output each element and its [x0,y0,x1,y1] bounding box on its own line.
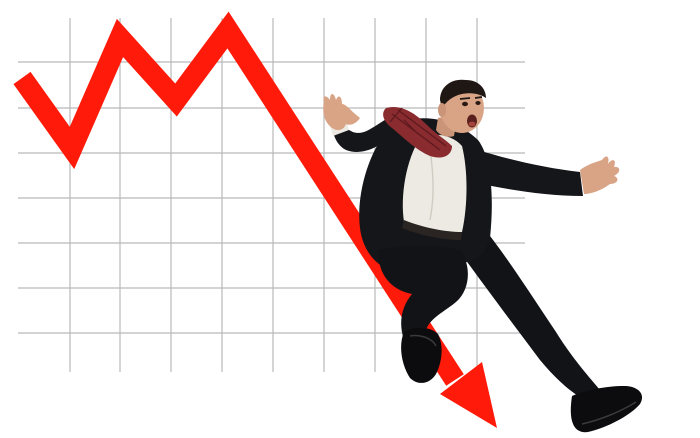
front-shoe-highlight [409,334,437,347]
eyebrows [459,96,483,100]
left-eye [462,101,468,107]
back-shoe [570,386,643,433]
tongue [468,121,476,127]
scarf-plaid-pattern [389,107,447,151]
belt [402,220,462,240]
shirt [402,134,467,233]
falling-businessman [323,79,643,433]
front-leg [378,245,468,340]
right-arm-sleeve [478,150,583,196]
hair [440,79,486,108]
shirt-placket [429,149,434,221]
right-eye [475,101,481,105]
left-arm-sleeve [332,112,398,152]
arrow-shaft [13,11,464,386]
right-hand [580,156,620,194]
left-hand [323,94,360,131]
declining-red-arrow [13,11,497,428]
ear [438,103,446,117]
back-leg [455,236,600,400]
back-shoe-highlight [581,401,637,425]
arrow-head [440,362,497,428]
